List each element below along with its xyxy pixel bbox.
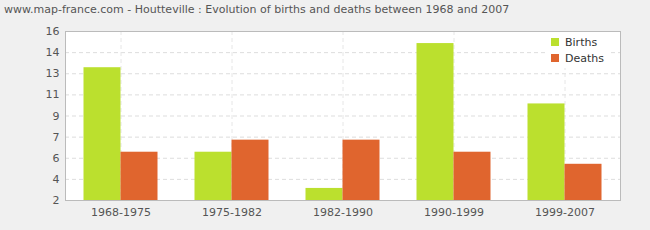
svg-text:6: 6 (53, 152, 60, 165)
svg-text:4: 4 (53, 173, 60, 186)
svg-text:9: 9 (53, 110, 60, 123)
html-text:www.map-france.com - Houttevil: www.map-france.com - Houtteville : Evolu… (4, 3, 510, 16)
svg-text:14: 14 (46, 46, 60, 59)
svg-text:7: 7 (53, 131, 60, 144)
html-text:Births: Births (565, 35, 598, 49)
svg-text:1968-1975: 1968-1975 (91, 206, 151, 219)
svg-text:16: 16 (46, 25, 60, 38)
svg-text:11: 11 (46, 88, 60, 101)
svg-text:13: 13 (46, 67, 60, 80)
svg-text:2: 2 (53, 194, 60, 207)
svg-text:1990-1999: 1990-1999 (424, 206, 484, 219)
html-text:Deaths: Deaths (565, 51, 604, 65)
svg-text:1975-1982: 1975-1982 (202, 206, 262, 219)
svg-text:1982-1990: 1982-1990 (313, 206, 373, 219)
svg-text:1999-2007: 1999-2007 (535, 206, 595, 219)
